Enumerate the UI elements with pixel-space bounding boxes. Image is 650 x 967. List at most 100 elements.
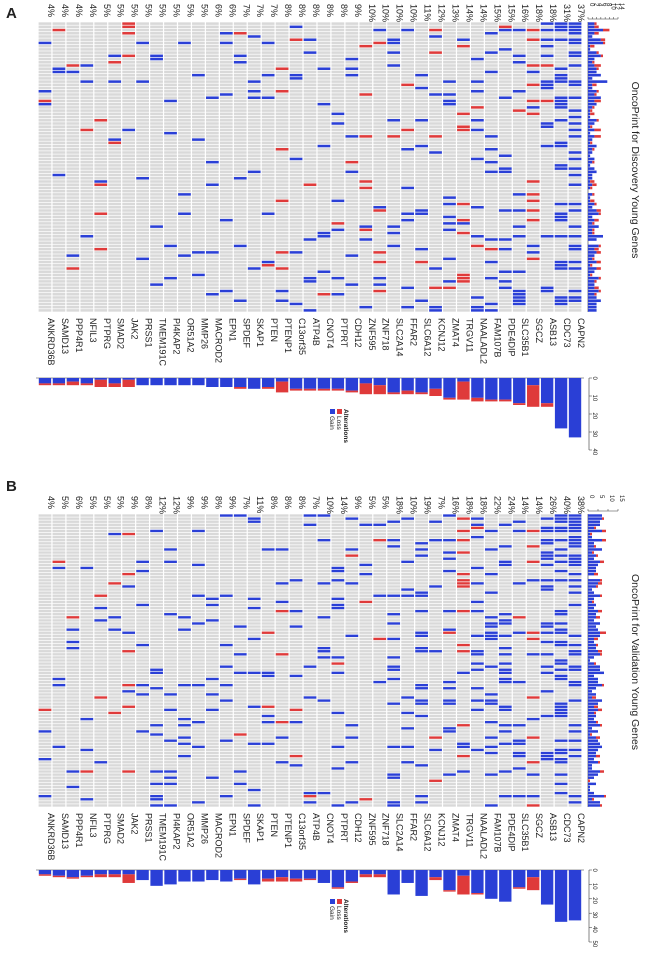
oncoprint-cell (568, 22, 582, 25)
oncoprint-cell (150, 776, 163, 779)
oncoprint-cell (164, 708, 177, 712)
oncoprint-cell (52, 122, 66, 125)
oncoprint-cell (80, 640, 94, 644)
oncoprint-cell (122, 751, 136, 755)
oncoprint-cell (401, 28, 415, 32)
oncoprint-cell (38, 44, 52, 48)
oncoprint-cell (108, 128, 122, 132)
oncoprint-cell (192, 244, 205, 248)
oncoprint-cell (38, 646, 52, 650)
oncoprint-cell (192, 535, 205, 539)
oncoprint-cell (150, 677, 163, 681)
oncoprint-cell (80, 782, 94, 786)
gene-loss-bar (387, 392, 400, 395)
sample-loss-bar (592, 257, 595, 261)
oncoprint-cell (192, 662, 205, 665)
panel-title: OncoPrint for Validation Young Genes (629, 574, 641, 750)
oncoprint-cell (108, 115, 122, 119)
oncoprint-cell (164, 22, 177, 25)
oncoprint-cell (38, 720, 52, 724)
oncoprint-cell (52, 112, 66, 116)
oncoprint-cell (178, 202, 191, 206)
sample-loss-bar (590, 263, 593, 267)
oncoprint-cell (178, 591, 191, 594)
oncoprint-cell (331, 96, 345, 99)
oncoprint-cell (317, 122, 331, 125)
oncoprint-cell (108, 619, 122, 622)
oncoprint-cell (178, 180, 191, 183)
oncoprint-cell (192, 603, 205, 607)
oncoprint-cell (122, 77, 136, 80)
oncoprint-cell (66, 776, 80, 779)
oncoprint-cell (164, 665, 177, 668)
oncoprint-cell (303, 96, 317, 99)
oncoprint-cell (429, 280, 442, 283)
oncoprint-cell (219, 299, 233, 302)
gene-percent-label: 7% (269, 4, 279, 17)
oncoprint-cell (192, 177, 205, 180)
gene-percent-label: 9% (353, 4, 363, 17)
oncoprint-cell (568, 141, 582, 145)
oncoprint-cell (122, 702, 136, 705)
oncoprint-cell (94, 61, 108, 64)
sample-loss-bar (594, 128, 601, 132)
oncoprint-cell (164, 529, 177, 533)
oncoprint-cell (136, 293, 149, 296)
oncoprint-cell (261, 189, 275, 193)
oncoprint-cell (275, 215, 289, 219)
oncoprint-cell (526, 299, 540, 302)
oncoprint-cell (164, 545, 177, 548)
oncoprint-cell (484, 86, 498, 90)
oncoprint-cell (150, 135, 163, 138)
oncoprint-cell (247, 44, 261, 48)
oncoprint-cell (150, 25, 163, 29)
oncoprint-cell (80, 135, 94, 138)
oncoprint-cell (233, 186, 247, 190)
oncoprint-cell (345, 180, 359, 183)
oncoprint-cell (108, 296, 122, 299)
oncoprint-cell (150, 770, 163, 773)
oncoprint-cell (38, 32, 52, 35)
oncoprint-cell (415, 206, 428, 209)
sample-gain-bar (588, 283, 595, 286)
oncoprint-cell (247, 73, 261, 77)
oncoprint-cell (205, 289, 219, 293)
oncoprint-cell (164, 727, 177, 730)
gene-loss-bar (289, 388, 303, 391)
oncoprint-cell (178, 244, 191, 248)
oncoprint-cell (443, 299, 456, 302)
oncoprint-cell (66, 151, 80, 154)
oncoprint-cell (122, 154, 136, 157)
oncoprint-cell (164, 776, 177, 779)
oncoprint-cell (52, 622, 66, 625)
oncoprint-cell (359, 173, 373, 177)
oncoprint-cell (164, 83, 177, 87)
oncoprint-cell (387, 122, 401, 125)
oncoprint-cell (247, 102, 261, 106)
oncoprint-cell (345, 106, 359, 109)
oncoprint-cell (526, 141, 540, 145)
oncoprint-cell (568, 173, 582, 177)
oncoprint-cell (205, 302, 219, 306)
oncoprint-cell (164, 720, 177, 724)
oncoprint-cell (192, 296, 205, 299)
oncoprint-cell (80, 183, 94, 186)
oncoprint-cell (415, 61, 428, 64)
oncoprint-cell (233, 293, 247, 296)
oncoprint-cell (289, 41, 303, 45)
oncoprint-cell (164, 739, 177, 742)
oncoprint-cell (108, 241, 122, 244)
oncoprint-cell (331, 86, 345, 90)
oncoprint-cell (498, 177, 512, 180)
oncoprint-cell (261, 235, 275, 238)
oncoprint-cell (484, 25, 498, 29)
oncoprint-cell (205, 305, 219, 309)
oncoprint-cell (289, 96, 303, 99)
oncoprint-cell (192, 733, 205, 736)
oncoprint-cell (94, 650, 108, 653)
oncoprint-cell (247, 302, 261, 306)
oncoprint-cell (192, 215, 205, 219)
oncoprint-cell (136, 296, 149, 299)
oncoprint-cell (52, 276, 66, 280)
oncoprint-cell (80, 736, 94, 739)
